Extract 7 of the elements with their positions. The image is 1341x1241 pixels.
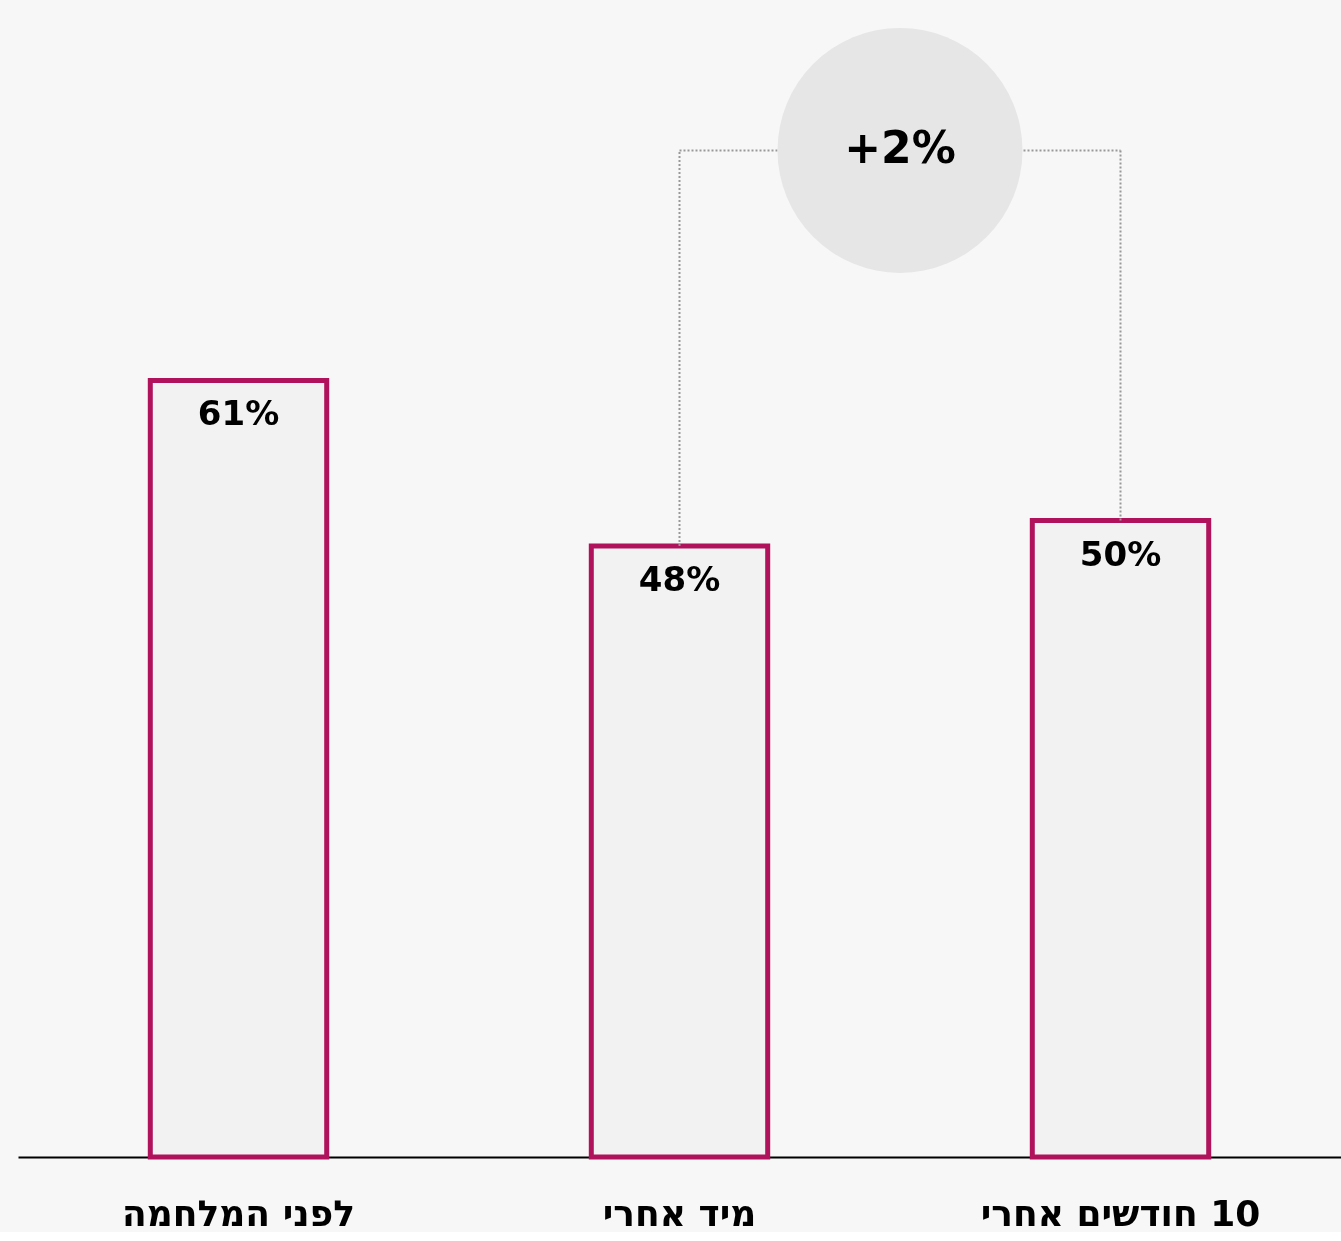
data-label: 50% xyxy=(1079,533,1162,574)
x-tick-label: מיד אחרי xyxy=(602,1192,757,1234)
x-tick-label: לפני המלחמה xyxy=(122,1192,355,1234)
text: +2% xyxy=(844,122,956,174)
x-tick-label: 10 חודשים אחרי xyxy=(980,1192,1261,1234)
data-label: 61% xyxy=(197,393,280,434)
data-label: 48% xyxy=(638,558,721,599)
